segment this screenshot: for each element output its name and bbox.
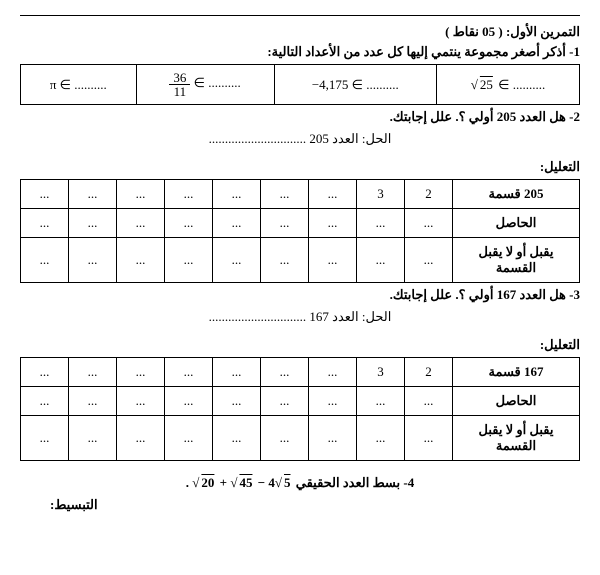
- q1-table: √25 ∈ .......... −4,175 ∈ .......... 361…: [20, 64, 580, 105]
- q2-row1-head: 205 قسمة: [453, 180, 580, 209]
- table-row: الحاصل ... ... ... ... ... ... ... ... .…: [21, 209, 580, 238]
- q2-prompt: 2- هل العدد 205 أولي ؟. علل إجابتك.: [20, 109, 580, 125]
- table-row: 205 قسمة 2 3 ... ... ... ... ... ... ...: [21, 180, 580, 209]
- q2-v3: 3: [357, 180, 405, 209]
- q3-v2: 2: [405, 358, 453, 387]
- q3-prompt: 3- هل العدد 167 أولي ؟. علل إجابتك.: [20, 287, 580, 303]
- q1-cell-fraction: 3611 ∈ ..........: [136, 65, 274, 105]
- q2-label: التعليل:: [20, 159, 580, 175]
- q1-cell-pi: π ∈ ..........: [21, 65, 137, 105]
- q2-table: 205 قسمة 2 3 ... ... ... ... ... ... ...…: [20, 179, 580, 283]
- top-rule: [20, 15, 580, 16]
- q3-v3: 3: [357, 358, 405, 387]
- q2-row2-head: الحاصل: [453, 209, 580, 238]
- q4-simplify-label: التبسيط:: [20, 497, 580, 513]
- q1-prompt: 1- أذكر أصغر مجموعة ينتمي إليها كل عدد م…: [20, 44, 580, 60]
- q3-answer: الحل: العدد 167 ........................…: [20, 309, 580, 325]
- q3-label: التعليل:: [20, 337, 580, 353]
- q1-cell-sqrt25: √25 ∈ ..........: [437, 65, 580, 105]
- table-row: يقبل أو لا يقبل القسمة ... ... ... ... .…: [21, 238, 580, 283]
- q3-row3-head: يقبل أو لا يقبل القسمة: [453, 416, 580, 461]
- q3-row1-head: 167 قسمة: [453, 358, 580, 387]
- q1-cell-decimal: −4,175 ∈ ..........: [274, 65, 436, 105]
- table-row: 167 قسمة 2 3 ... ... ... ... ... ... ...: [21, 358, 580, 387]
- q3-row2-head: الحاصل: [453, 387, 580, 416]
- q2-v2: 2: [405, 180, 453, 209]
- table-row: يقبل أو لا يقبل القسمة ... ... ... ... .…: [21, 416, 580, 461]
- exercise-title: التمرين الأول: ( 05 نقاط ): [20, 24, 580, 40]
- q4-line: 4- بسط العدد الحقيقي √20 + √45 − 4√5 .: [20, 475, 580, 491]
- q2-answer: الحل: العدد 205 ........................…: [20, 131, 580, 147]
- table-row: الحاصل ... ... ... ... ... ... ... ... .…: [21, 387, 580, 416]
- q3-table: 167 قسمة 2 3 ... ... ... ... ... ... ...…: [20, 357, 580, 461]
- q2-row3-head: يقبل أو لا يقبل القسمة: [453, 238, 580, 283]
